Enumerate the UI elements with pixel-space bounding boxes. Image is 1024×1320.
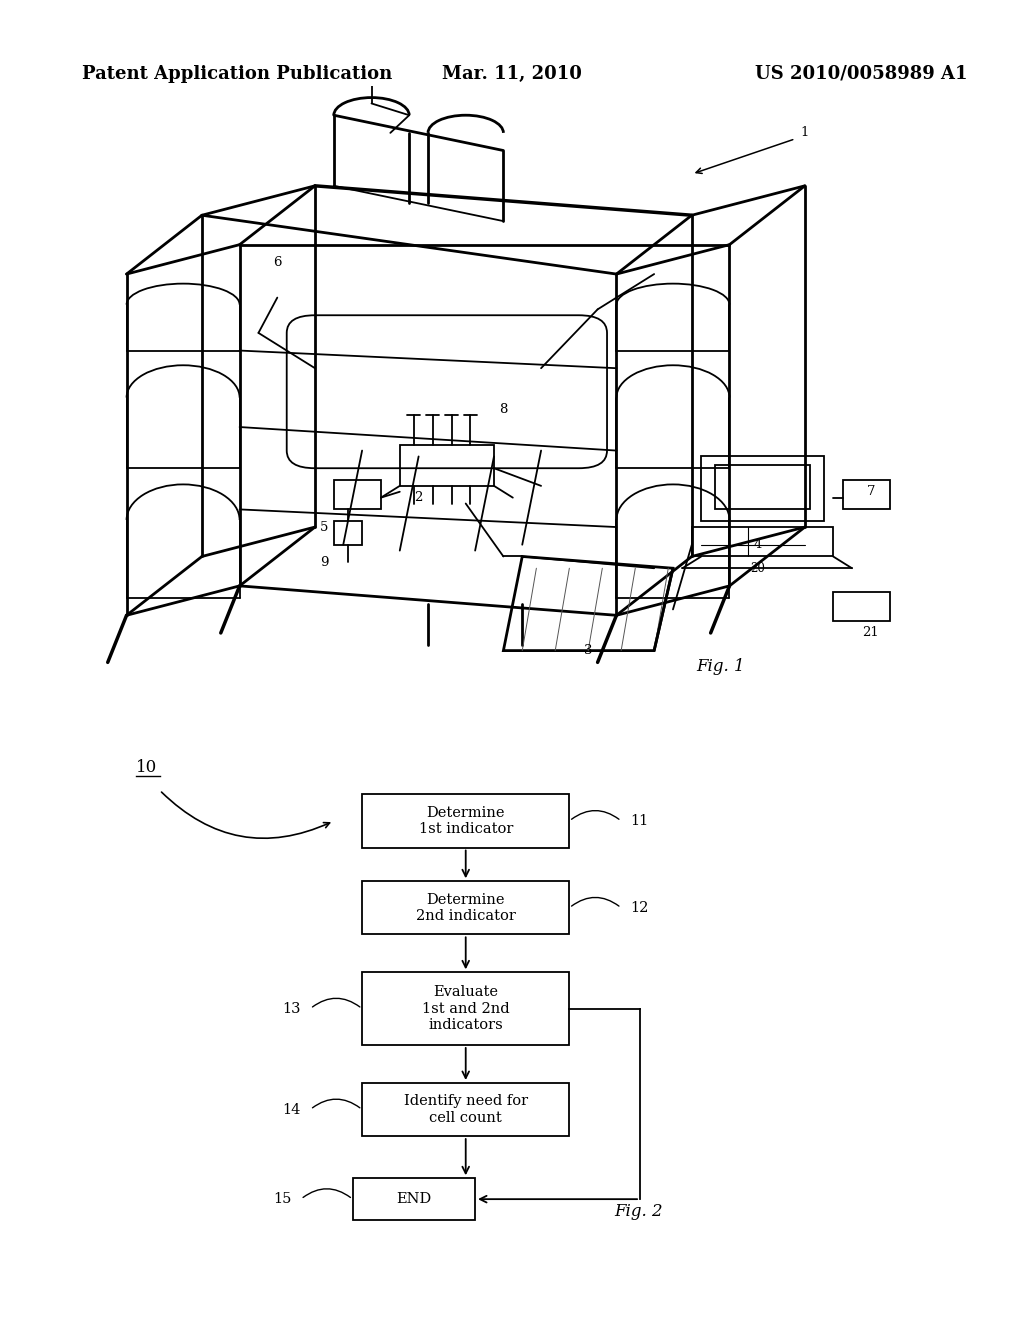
Bar: [362, 882, 569, 935]
Text: 3: 3: [584, 644, 593, 657]
Text: Determine
2nd indicator: Determine 2nd indicator: [416, 892, 516, 923]
Text: 8: 8: [500, 403, 508, 416]
Bar: [334, 521, 362, 545]
Text: 1: 1: [801, 127, 809, 140]
Text: Identify need for
cell count: Identify need for cell count: [403, 1094, 527, 1125]
Text: END: END: [396, 1192, 431, 1206]
Text: Patent Application Publication: Patent Application Publication: [82, 65, 392, 83]
Text: Mar. 11, 2010: Mar. 11, 2010: [442, 65, 582, 83]
Text: 12: 12: [631, 900, 649, 915]
Bar: [692, 527, 834, 557]
Text: 11: 11: [631, 814, 649, 828]
Bar: [843, 480, 890, 510]
Text: 15: 15: [273, 1192, 292, 1206]
Bar: [362, 1082, 569, 1137]
Text: Determine
1st indicator: Determine 1st indicator: [419, 805, 513, 836]
Text: Evaluate
1st and 2nd
indicators: Evaluate 1st and 2nd indicators: [422, 986, 510, 1032]
Bar: [334, 480, 381, 510]
Text: 2: 2: [415, 491, 423, 504]
Bar: [701, 457, 823, 521]
Bar: [399, 445, 494, 486]
Bar: [352, 1179, 475, 1220]
Text: 14: 14: [283, 1102, 301, 1117]
Text: 20: 20: [751, 562, 765, 576]
Text: 13: 13: [283, 1002, 301, 1015]
Text: 10: 10: [136, 759, 158, 776]
Bar: [716, 465, 810, 510]
Text: US 2010/0058989 A1: US 2010/0058989 A1: [755, 65, 968, 83]
Text: Fig. 1: Fig. 1: [696, 659, 744, 675]
Text: 9: 9: [321, 556, 329, 569]
Bar: [362, 795, 569, 847]
Bar: [834, 591, 890, 622]
Text: 21: 21: [862, 627, 880, 639]
Text: 4: 4: [754, 539, 762, 552]
Text: 7: 7: [866, 486, 876, 498]
Text: Fig. 2: Fig. 2: [614, 1204, 663, 1220]
Text: 5: 5: [321, 520, 329, 533]
Text: 6: 6: [273, 256, 282, 269]
Bar: [362, 973, 569, 1045]
